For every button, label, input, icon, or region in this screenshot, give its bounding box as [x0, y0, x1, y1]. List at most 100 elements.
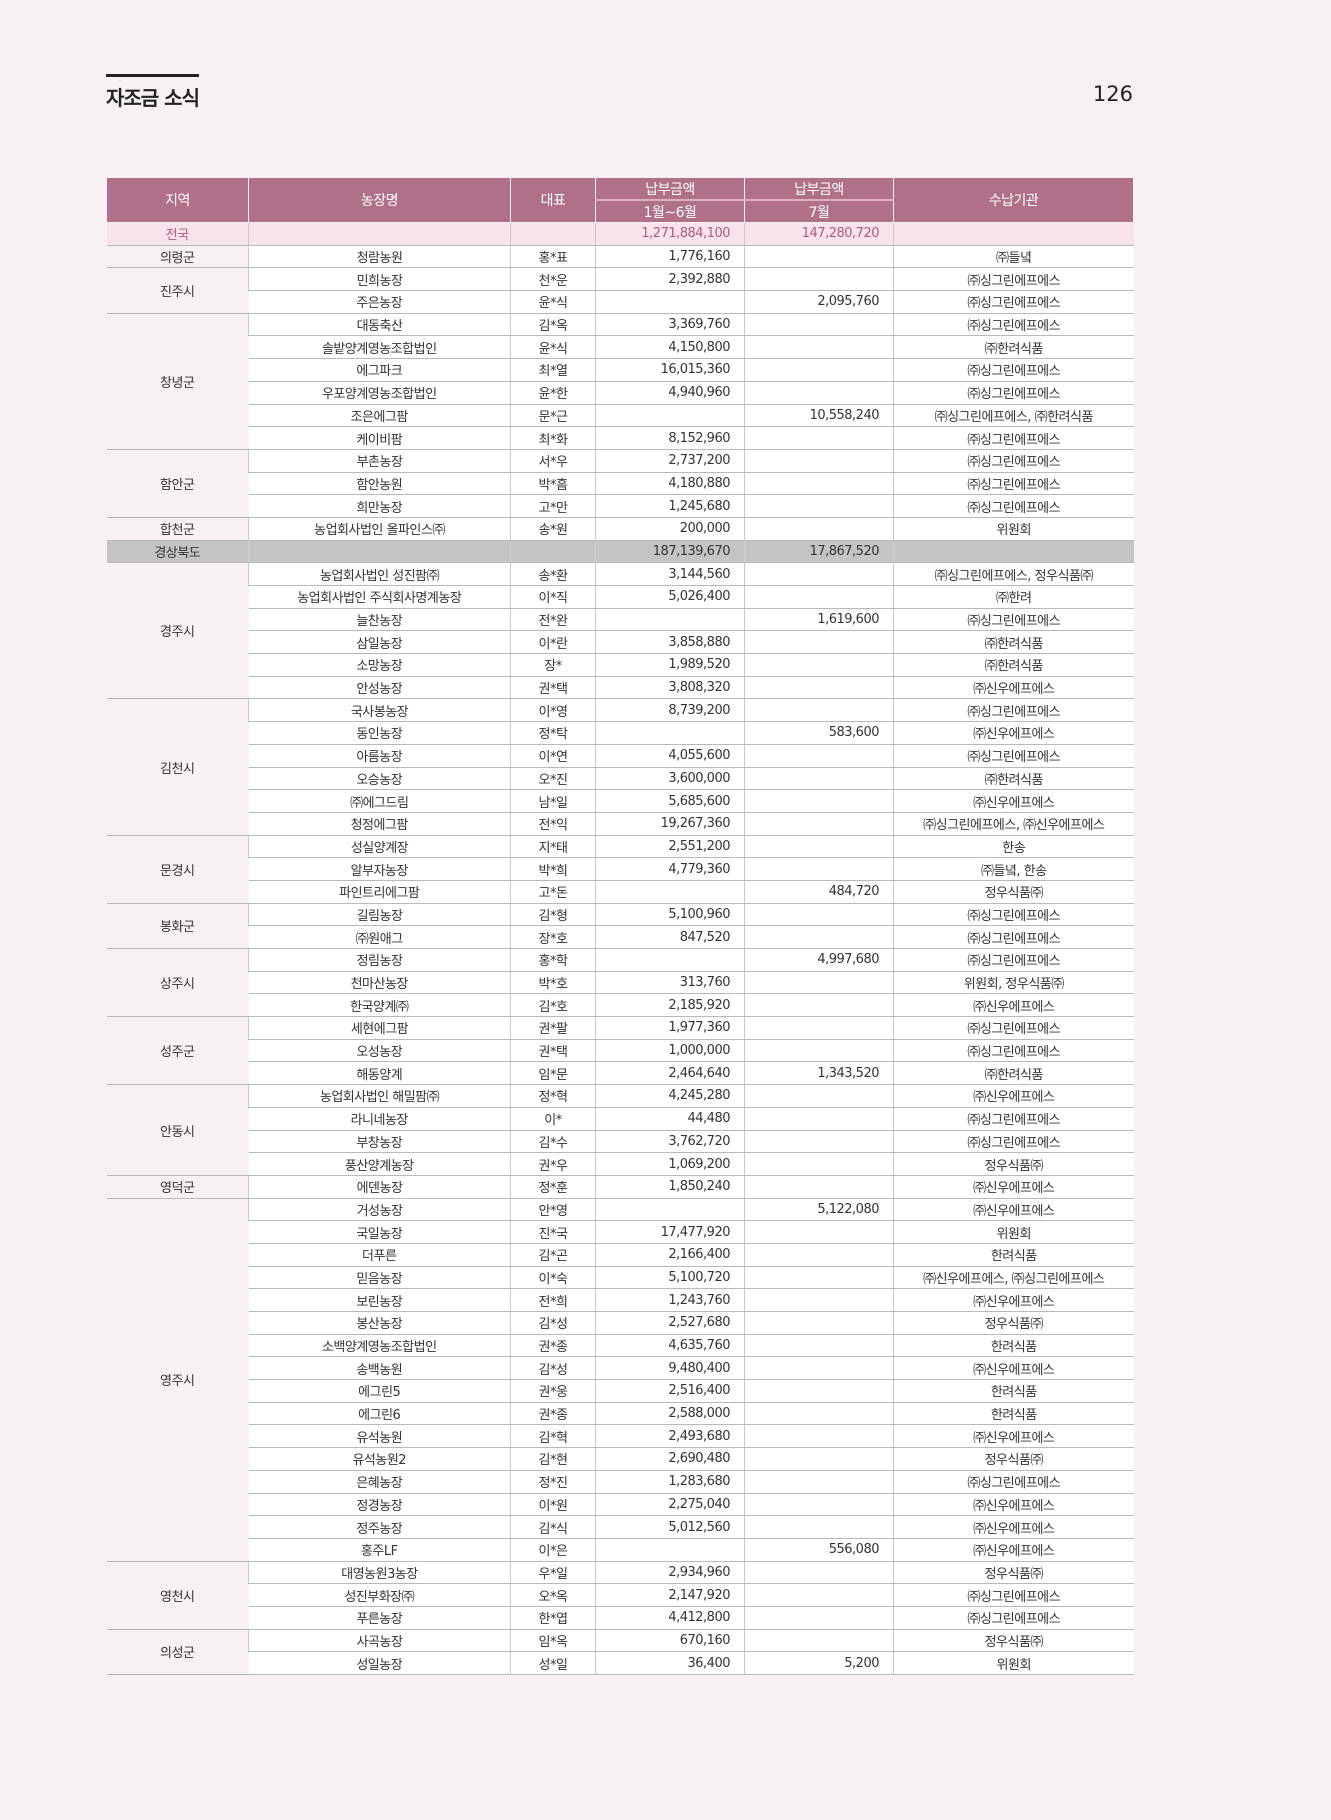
section-title: 자조금 소식 [106, 86, 200, 110]
agency-cell: ㈜한려식품 [893, 1061, 1134, 1086]
jan-jun-cell: 9,480,400 [595, 1356, 745, 1381]
farm-cell: 삼일농장 [248, 630, 511, 655]
agency-cell: ㈜한려 [893, 585, 1134, 609]
rep-cell: 김*곤 [510, 1243, 596, 1267]
agency-cell: 위원회, 정우식품㈜ [893, 971, 1134, 995]
rep-cell: 이*연 [510, 744, 596, 768]
jan-jun-cell [595, 404, 745, 428]
table-row: 보린농장 전*희 1,243,760 ㈜신우에프에스 [107, 1288, 1134, 1312]
title-rule [106, 74, 199, 77]
header-rep: 대표 [510, 178, 596, 223]
rep-cell: 남*일 [510, 789, 596, 813]
jul-cell [744, 1470, 894, 1494]
national-total-row: 전국 1,271,884,100 147,280,720 [106, 222, 1134, 246]
farm-cell: 한국양계㈜ [248, 993, 511, 1018]
agency-cell: ㈜신우에프에스 [893, 1084, 1134, 1108]
agency-cell: ㈜싱그린에프에스 [893, 925, 1134, 949]
agency-cell: 정우식품㈜ [893, 1447, 1134, 1471]
farm-cell: 유석농원2 [248, 1447, 511, 1471]
jul-cell: 5,200 [744, 1651, 894, 1675]
rep-cell: 안*영 [510, 1198, 596, 1222]
rep-cell: 권*팔 [510, 1016, 596, 1040]
agency-cell: 정우식품㈜ [893, 1152, 1134, 1176]
jul-cell [744, 857, 894, 881]
rep-cell: 권*종 [510, 1334, 596, 1358]
jul-cell [744, 1561, 894, 1585]
rep-cell: 권*종 [510, 1402, 596, 1426]
jul-cell [744, 562, 894, 586]
jul-cell [744, 1402, 894, 1426]
agency-cell: ㈜싱그린에프에스 [893, 290, 1134, 314]
total-label: 경상북도 [106, 540, 249, 564]
jan-jun-cell: 670,160 [595, 1629, 745, 1653]
jan-jun-cell: 5,100,960 [595, 903, 745, 927]
jul-cell [744, 993, 894, 1018]
table-row: 합천군 농업회사법인 올파인스㈜ 송*원 200,000 위원회 [106, 517, 1134, 541]
total-agency-empty [893, 222, 1134, 246]
total-jan-jun: 187,139,670 [595, 540, 745, 564]
rep-cell: 오*진 [510, 767, 596, 791]
jan-jun-cell: 5,012,560 [595, 1515, 745, 1539]
agency-cell: ㈜싱그린에프에스 [893, 1107, 1134, 1131]
table-row: 풍산양계농장 권*우 1,069,200 정우식품㈜ [107, 1152, 1134, 1176]
agency-cell: ㈜싱그린에프에스, 정우식품㈜ [893, 562, 1134, 586]
jan-jun-cell: 2,551,200 [595, 835, 745, 859]
table-row: 함안농원 박*흠 4,180,880 ㈜싱그린에프에스 [107, 472, 1134, 496]
jul-cell [744, 245, 894, 269]
table-row: 조은에그팜 문*근 10,558,240 ㈜싱그린에프에스, ㈜한려식품 [107, 404, 1134, 428]
jan-jun-cell: 2,527,680 [595, 1311, 745, 1335]
jan-jun-cell: 17,477,920 [595, 1220, 745, 1244]
agency-cell: 정우식품㈜ [893, 1311, 1134, 1335]
farm-cell: 파인트리에그팜 [248, 880, 511, 904]
agency-cell: ㈜신우에프에스 [893, 721, 1134, 745]
jul-cell [744, 449, 894, 473]
region-cell: 합천군 [106, 517, 249, 541]
jan-jun-cell: 3,144,560 [595, 562, 745, 586]
farm-cell: 늘찬농장 [248, 608, 511, 632]
rep-cell: 최*화 [510, 426, 596, 450]
jan-jun-cell: 3,600,000 [595, 767, 745, 791]
jan-jun-cell: 4,412,800 [595, 1606, 745, 1630]
table-row: 정경농장 이*원 2,275,040 ㈜신우에프에스 [107, 1493, 1134, 1517]
farm-cell: 함안농원 [248, 472, 511, 496]
jul-cell [744, 812, 894, 836]
table-row: 경주시 농업회사법인 성진팜㈜ 송*환 3,144,560 ㈜싱그린에프에스, 정우식품… [106, 562, 1134, 700]
jan-jun-cell: 1,243,760 [595, 1288, 745, 1312]
farm-cell: 에덴농장 [248, 1175, 511, 1199]
farm-cell: 솔밭양계영농조합법인 [248, 335, 511, 360]
agency-cell: ㈜신우에프에스 [893, 1288, 1134, 1312]
agency-cell: 위원회 [893, 1220, 1134, 1244]
jan-jun-cell: 5,026,400 [595, 585, 745, 609]
table-row: 은혜농장 정*진 1,283,680 ㈜싱그린에프에스 [107, 1470, 1134, 1494]
jan-jun-cell: 2,516,400 [595, 1379, 745, 1403]
table-row: 소백양계영농조합법인 권*종 4,635,760 한려식품 [107, 1334, 1134, 1358]
agency-cell: ㈜한려식품 [893, 630, 1134, 655]
rep-cell: 윤*한 [510, 381, 596, 405]
region-cell: 함안군 [106, 449, 249, 518]
rep-cell: 윤*식 [510, 290, 596, 314]
farm-cell: 청람농원 [248, 245, 511, 269]
agency-cell: ㈜신우에프에스 [893, 993, 1134, 1018]
jul-cell [744, 1288, 894, 1312]
table-row: 에그린5 권*웅 2,516,400 한려식품 [107, 1379, 1134, 1403]
rep-cell: 고*돈 [510, 880, 596, 904]
rep-cell: 성*일 [510, 1651, 596, 1675]
farm-cell: 농업회사법인 성진팜㈜ [248, 562, 511, 586]
agency-cell: ㈜싱그린에프에스 [893, 1583, 1134, 1607]
jul-cell [744, 653, 894, 677]
farm-cell: 안성농장 [248, 676, 511, 700]
agency-cell: ㈜싱그린에프에스 [893, 494, 1134, 518]
rep-cell: 홍*학 [510, 948, 596, 972]
agency-cell: ㈜싱그린에프에스 [893, 381, 1134, 405]
jan-jun-cell: 3,808,320 [595, 676, 745, 700]
rep-cell: 윤*식 [510, 335, 596, 360]
agency-cell: ㈜한려식품 [893, 653, 1134, 677]
jul-cell [744, 925, 894, 949]
table-row: 창녕군 대동축산 김*옥 3,369,760 ㈜싱그린에프에스 [106, 313, 1134, 450]
jul-cell [744, 1220, 894, 1244]
farm-cell: 성실양계장 [248, 835, 511, 859]
agency-cell: ㈜싱그린에프에스 [893, 426, 1134, 450]
agency-cell: ㈜싱그린에프에스 [893, 267, 1134, 292]
jul-cell [744, 1039, 894, 1063]
table-row: 정주농장 김*식 5,012,560 ㈜신우에프에스 [107, 1515, 1134, 1539]
